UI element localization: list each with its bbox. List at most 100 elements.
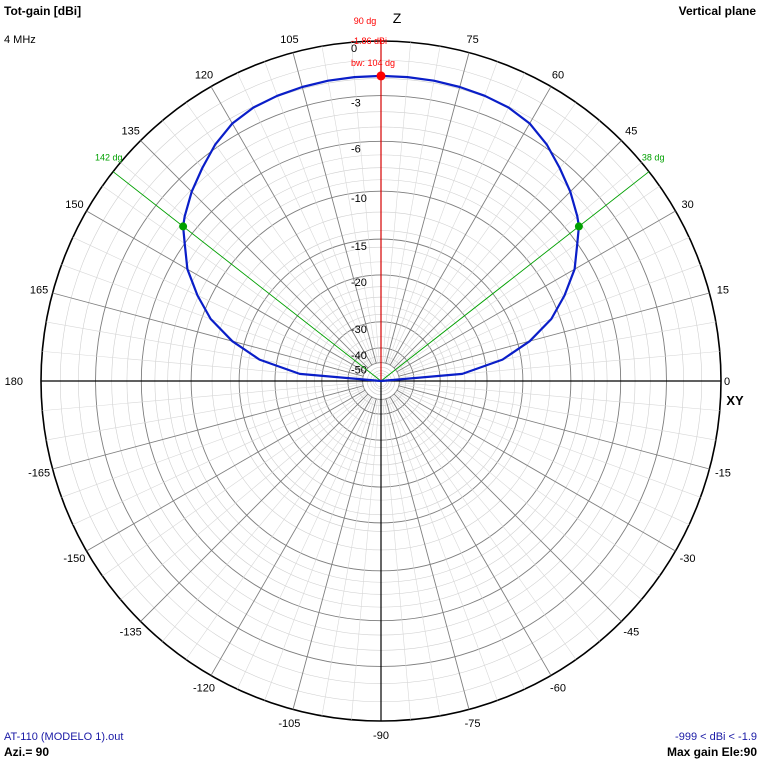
major-spoke	[393, 393, 622, 622]
minor-spoke	[397, 237, 690, 374]
minor-spoke	[387, 398, 498, 701]
major-spoke	[396, 389, 676, 552]
minor-spoke	[382, 42, 411, 363]
chart-title: Tot-gain [dBi]	[4, 4, 82, 18]
max-gain-label: Max gain Ele:90	[666, 745, 757, 759]
angle-tick-label: 180	[5, 376, 23, 388]
minor-spoke	[72, 237, 365, 374]
angle-tick-label: 45	[625, 126, 637, 138]
minor-spoke	[397, 388, 690, 525]
major-spoke	[389, 86, 552, 366]
major-spoke	[292, 398, 377, 710]
angle-tick-label: 15	[717, 284, 729, 296]
angle-tick-label: -60	[550, 683, 566, 695]
max-gain-point	[376, 71, 386, 81]
max-gain-value-label: -1.86 dBi	[351, 36, 387, 46]
minor-spoke	[391, 395, 577, 660]
beamwidth-line	[112, 171, 382, 382]
axis-label-z: Z	[393, 10, 402, 26]
angle-tick-label: -150	[63, 553, 85, 565]
major-spoke	[52, 385, 364, 470]
radial-tick-label: -3	[351, 98, 361, 110]
minor-spoke	[120, 162, 368, 370]
major-spoke	[393, 140, 622, 369]
minor-spoke	[351, 42, 380, 363]
axis-label-xy: XY	[726, 393, 744, 408]
minor-spoke	[394, 162, 642, 370]
major-spoke	[398, 385, 710, 470]
radial-tick-label: -10	[351, 193, 367, 205]
minor-spoke	[392, 394, 600, 642]
minor-spoke	[185, 395, 371, 660]
minor-spoke	[394, 392, 642, 600]
major-spoke	[86, 389, 366, 552]
angle-tick-label: -135	[120, 626, 142, 638]
radial-tick-label: -20	[351, 277, 367, 289]
minor-spoke	[162, 394, 370, 642]
minor-spoke	[120, 392, 368, 600]
major-spoke	[140, 393, 369, 622]
radial-tick-labels: 0 -3 -6 -10 -15 -20 -30 -40 -50	[351, 43, 367, 377]
beamwidth-value-label: bw: 104 dg	[351, 58, 395, 68]
minor-spoke	[102, 391, 367, 577]
beamwidth-lines: 38 dg 142 dg	[95, 39, 665, 382]
minor-spoke	[391, 102, 577, 367]
pattern-markers: 90 dg -1.86 dBi bw: 104 dg	[179, 16, 583, 231]
minor-spoke	[237, 72, 374, 365]
beamwidth-label: 38 dg	[642, 153, 665, 163]
angle-tick-label: -30	[680, 553, 696, 565]
angle-tick-label: -165	[28, 468, 50, 480]
major-spoke	[210, 86, 373, 366]
minor-spoke	[398, 387, 701, 498]
angle-tick-label: 0	[724, 376, 730, 388]
beamwidth-line	[380, 171, 650, 382]
angle-tick-label: 30	[681, 199, 693, 211]
minor-spoke	[321, 399, 379, 716]
minor-spoke	[102, 185, 367, 371]
angle-tick-label: -90	[373, 730, 389, 742]
major-spoke	[385, 398, 470, 710]
file-name: AT-110 (MODELO 1).out	[4, 731, 124, 743]
minor-spoke	[42, 382, 363, 411]
angle-tick-label: -75	[465, 718, 481, 730]
azimuth-label: Azi.= 90	[4, 745, 50, 759]
radial-tick-label: -30	[351, 324, 367, 336]
radial-tick-label: -6	[351, 143, 361, 155]
radial-tick-label: -15	[351, 241, 367, 253]
angle-tick-labels: 01530456075105120135150165180-165-150-13…	[5, 34, 731, 742]
minor-spoke	[185, 102, 371, 367]
minor-spoke	[351, 399, 380, 720]
max-angle-label: 90 dg	[354, 16, 377, 26]
angle-tick-label: 165	[30, 284, 48, 296]
beamwidth-label: 142 dg	[95, 153, 123, 163]
minor-spoke	[388, 397, 525, 690]
minor-spoke	[399, 321, 716, 379]
minor-spoke	[399, 382, 720, 411]
minor-spoke	[382, 399, 411, 720]
minor-spoke	[46, 383, 363, 441]
angle-spokes	[41, 41, 721, 721]
minor-spoke	[392, 120, 600, 368]
minor-spoke	[162, 120, 370, 368]
radial-tick-label: -40	[351, 350, 367, 362]
major-spoke	[86, 210, 366, 373]
angle-tick-label: 135	[122, 126, 140, 138]
major-spoke	[389, 396, 552, 676]
radial-tick-label: 0	[351, 43, 357, 55]
frequency-label: 4 MHz	[4, 34, 36, 46]
minor-spoke	[383, 46, 441, 363]
angle-tick-label: -15	[715, 468, 731, 480]
minor-spoke	[237, 397, 374, 690]
angle-tick-label: -45	[623, 626, 639, 638]
plane-label: Vertical plane	[678, 4, 756, 18]
gain-range-label: -999 < dBi < -1.9	[675, 731, 757, 743]
minor-spoke	[387, 61, 498, 364]
angle-tick-label: 120	[195, 69, 213, 81]
minor-spoke	[321, 46, 379, 363]
major-spoke	[292, 52, 377, 364]
major-spoke	[398, 292, 710, 377]
minor-spoke	[264, 398, 375, 701]
angle-tick-label: -105	[278, 718, 300, 730]
angle-tick-label: 150	[65, 199, 83, 211]
major-spoke	[396, 210, 676, 373]
